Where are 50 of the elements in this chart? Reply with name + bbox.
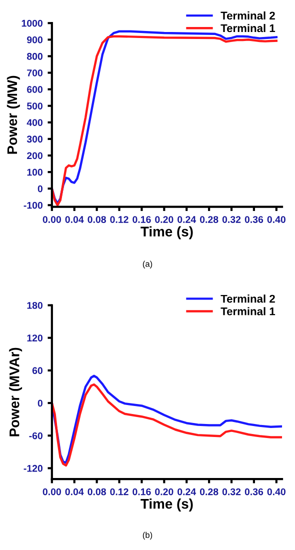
text: (b) [142, 532, 152, 540]
y-tick-label: 800 [26, 52, 42, 60]
x-tick-label: 0.12 [110, 216, 128, 223]
x-tick-label: 0.00 [42, 216, 61, 223]
y-tick-label: 60 [32, 367, 42, 374]
x-tick-label: 0.08 [88, 488, 106, 496]
x-tick-label: 0.08 [88, 216, 106, 223]
y-tick-label: 200 [27, 152, 42, 160]
y-tick-label: 180 [27, 302, 42, 309]
legend-label: Terminal 1 [220, 24, 276, 32]
y-tick-label: 1000 [22, 20, 42, 27]
x-tick-label: 0.36 [244, 488, 264, 496]
text: (a) [142, 260, 152, 268]
x-tick-label: 0.16 [132, 488, 151, 496]
y-axis-title: Power (MW) [6, 76, 20, 154]
x-axis-title: Time (s) [140, 226, 193, 240]
x-tick-label: 0.40 [267, 488, 286, 496]
x-tick-label: 0.24 [178, 488, 196, 496]
x-tick-label: 0.04 [65, 488, 84, 496]
y-tick-label: 500 [26, 102, 42, 110]
x-axis-title: Time (s) [140, 498, 193, 512]
x-tick-label: 0.28 [200, 216, 218, 223]
y-tick-label: -120 [24, 464, 42, 472]
legend-label: Terminal 2 [220, 294, 275, 303]
x-tick-label: 0.16 [132, 216, 151, 223]
x-tick-label: 0.32 [222, 216, 241, 223]
x-tick-label: 0.32 [222, 488, 241, 496]
x-tick-label: 0.00 [42, 488, 61, 496]
legend-label: Terminal 2 [220, 11, 275, 20]
x-tick-label: 0.20 [155, 216, 174, 223]
y-tick-label: 400 [26, 119, 42, 126]
x-tick-label: 0.28 [200, 488, 218, 496]
y-tick-label: 300 [26, 136, 42, 143]
x-tick-label: 0.40 [267, 216, 286, 223]
y-tick-label: -100 [24, 202, 42, 209]
y-tick-label: 0 [38, 185, 42, 192]
y-tick-label: 900 [27, 36, 42, 44]
y-tick-label: 600 [27, 86, 42, 93]
x-tick-label: 0.12 [110, 488, 128, 496]
y-tick-label: 120 [27, 334, 42, 342]
y-tick-label: 100 [27, 168, 42, 176]
y-tick-label: 0 [38, 400, 42, 407]
y-axis-title: Power (MVAr) [9, 348, 22, 436]
x-tick-label: 0.36 [244, 216, 264, 223]
legend-label: Terminal 1 [220, 307, 276, 316]
y-tick-label: -60 [29, 432, 42, 440]
y-tick-label: 700 [27, 69, 42, 76]
x-tick-label: 0.20 [155, 488, 174, 496]
x-tick-label: 0.24 [178, 216, 196, 223]
x-tick-label: 0.04 [65, 216, 84, 223]
